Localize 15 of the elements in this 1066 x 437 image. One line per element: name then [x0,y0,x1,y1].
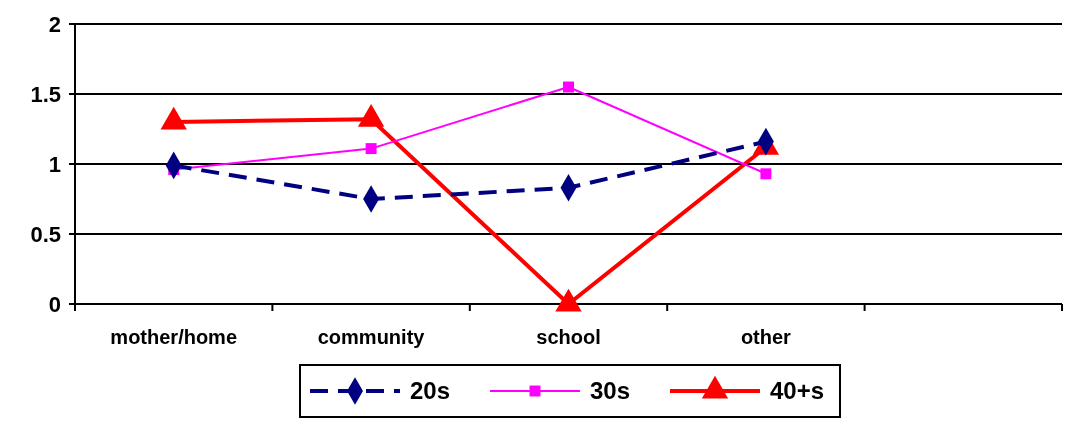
x-tick-label: school [536,326,601,348]
legend-label: 20s [410,377,451,405]
legend-label: 40+s [770,377,825,405]
legend-label: 30s [590,377,631,405]
y-tick-label: 0.5 [30,221,61,247]
point [365,143,377,155]
y-tick-label: 0 [48,291,61,317]
y-tick-label: 1 [48,151,61,177]
x-tick-label: community [317,326,426,348]
point [760,168,772,180]
y-tick-label: 1.5 [30,81,61,107]
point [563,81,574,93]
x-tick-label: mother/home [110,326,238,348]
y-tick-label: 2 [48,11,61,37]
x-tick-label: other [740,326,792,348]
